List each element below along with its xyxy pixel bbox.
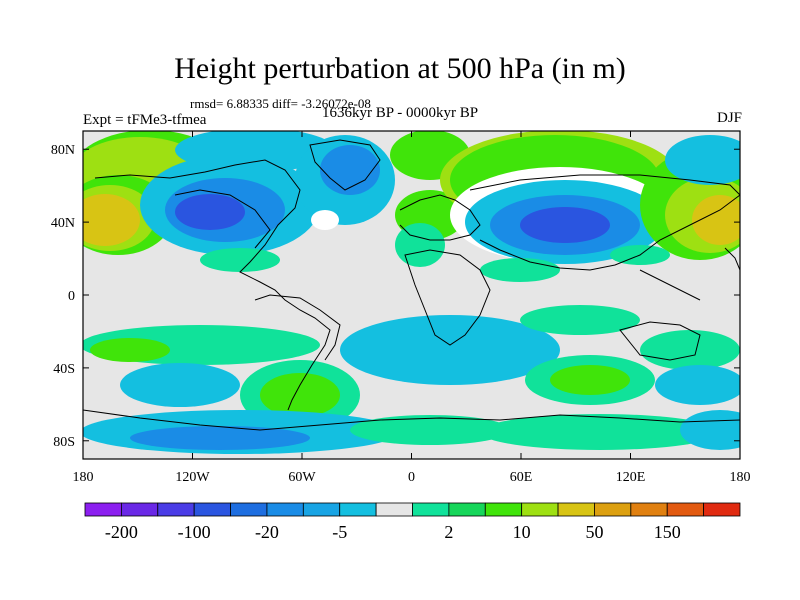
colorbar-swatch (666, 502, 705, 517)
colorbar-swatch (302, 502, 341, 517)
colorbar-label: -200 (105, 522, 138, 542)
colorbar-label: -100 (178, 522, 211, 542)
experiment-label: Expt = tFMe3-tfmea (83, 112, 207, 128)
colorbar-swatch (412, 502, 450, 517)
period-label: 1636kyr BP - 0000kyr BP (322, 105, 479, 121)
season-label: DJF (716, 110, 742, 126)
stats-label: rmsd= 6.88335 diff= -3.26072e-08 (190, 96, 371, 111)
lon-tick-label: 60E (510, 470, 533, 485)
colorbar-swatch (193, 502, 231, 517)
colorbar-swatch (120, 502, 159, 517)
coastlines (83, 139, 740, 431)
lat-tick-label: 80S (53, 435, 75, 450)
lon-tick-label: 180 (73, 470, 94, 485)
colorbar-swatch (630, 502, 668, 517)
lon-tick-label: 60W (288, 470, 316, 485)
lat-tick-label: 0 (68, 289, 75, 304)
lon-tick-label: 120W (175, 470, 210, 485)
lon-tick-label: 180 (730, 470, 751, 485)
colorbar-swatch (557, 502, 595, 517)
lon-tick-label: 0 (408, 470, 415, 485)
lat-tick-label: 80N (51, 143, 75, 158)
anomaly-field (83, 131, 740, 459)
lat-axis: 80N 40N 0 40S 80S (51, 143, 740, 450)
colorbar-swatch (230, 502, 268, 517)
lon-axis: 180 120W 60W 0 60E 120E 180 (73, 131, 751, 485)
colorbar-swatch (157, 502, 195, 517)
colorbar-swatch (448, 502, 486, 517)
colorbar-label: 50 (585, 522, 603, 542)
colorbar-label: 10 (513, 522, 531, 542)
lat-tick-label: 40S (53, 362, 75, 377)
lat-tick-label: 40N (51, 216, 75, 231)
colorbar-swatch (703, 502, 741, 517)
colorbar-swatch (521, 502, 559, 517)
colorbar-labels: -200 -100 -20 -5 2 10 50 150 (105, 522, 681, 542)
colorbar-label: -20 (255, 522, 279, 542)
colorbar (84, 502, 741, 517)
chart-title: Height perturbation at 500 hPa (in m) (174, 52, 626, 85)
colorbar-swatch (594, 502, 632, 517)
colorbar-swatch (375, 502, 413, 517)
colorbar-label: 2 (444, 522, 453, 542)
lon-tick-label: 120E (616, 470, 646, 485)
colorbar-swatch (484, 502, 523, 517)
colorbar-swatch (266, 502, 304, 517)
colorbar-label: 150 (654, 522, 681, 542)
colorbar-swatch (84, 502, 122, 517)
colorbar-swatch (339, 502, 377, 517)
colorbar-label: -5 (332, 522, 347, 542)
